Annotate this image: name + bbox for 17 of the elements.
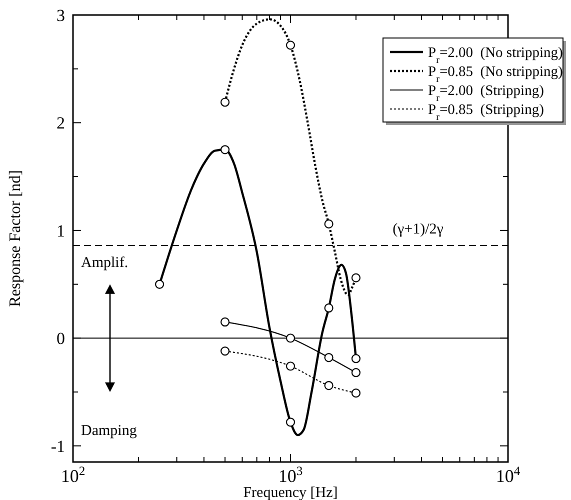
ref-line-label: (γ+1)/2γ [392, 222, 444, 238]
annotation: Amplif. [81, 254, 128, 271]
y-tick-label: 1 [56, 221, 65, 240]
x-axis-title: Frequency [Hz] [243, 485, 338, 500]
x-tick-label: 10$^{3}$ [278, 464, 303, 486]
x-tick-label: 10$^{2}$ [60, 464, 86, 486]
y-tick-label: 2 [56, 114, 65, 133]
legend-label: P$_{r}$=0.85 (Stripping) [428, 102, 544, 122]
annotation: Damping [81, 422, 138, 439]
y-axis-title: Response Factor [nd] [7, 170, 24, 307]
legend-label: P$_{r}$=0.85 (No stripping) [428, 64, 563, 84]
legend-label: P$_{r}$=2.00 (No stripping) [428, 45, 563, 66]
legend-label: P$_{r}$=2.00 (Stripping) [428, 83, 544, 104]
y-tick-label: -1 [50, 436, 65, 456]
x-tick-label: 10$^{4}$ [496, 464, 521, 486]
y-tick-label: 0 [56, 329, 65, 348]
y-tick-label: 3 [56, 6, 65, 25]
